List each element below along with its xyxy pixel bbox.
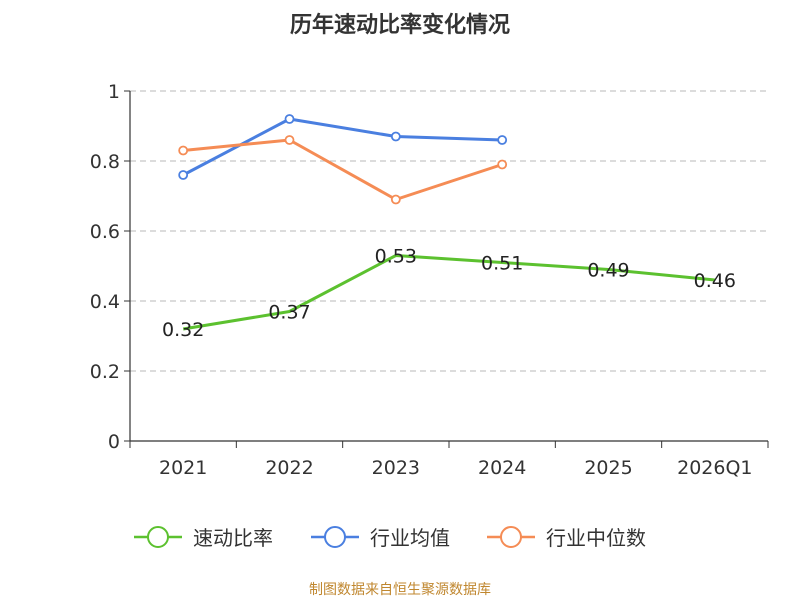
series-line-2	[182, 117, 503, 177]
data-label: 0.53	[375, 246, 417, 268]
legend-item-3[interactable]: 行业中位数	[487, 526, 646, 550]
data-label: 0.51	[481, 253, 523, 275]
data-label: 0.32	[162, 319, 204, 341]
y-tick-label: 1	[108, 81, 120, 103]
series	[178, 114, 715, 331]
axes: 0 0.2 0.4 0.6 0.8 1 2021 2022 2023 2024 2025 2026Q1	[90, 81, 769, 479]
legend-item-1[interactable]: 速动比率	[134, 526, 273, 550]
y-tick-label: 0.8	[90, 151, 120, 173]
legend-marker	[324, 526, 346, 548]
x-tick-label: 2022	[265, 457, 313, 479]
y-tick-label: 0	[108, 431, 120, 453]
legend-label: 行业中位数	[546, 526, 646, 550]
data-labels: 0.32 0.37 0.53 0.51 0.49 0.46	[162, 246, 736, 342]
y-tick-label: 0.4	[90, 291, 120, 313]
legend[interactable]: 速动比率 行业均值 行业中位数	[134, 526, 646, 550]
series-marker-3	[497, 159, 508, 170]
data-label: 0.37	[268, 302, 310, 324]
legend-marker	[500, 526, 522, 548]
series-line-3	[183, 138, 503, 201]
legend-label: 速动比率	[193, 526, 273, 550]
series-marker-3	[284, 135, 295, 145]
x-tick-label: 2026Q1	[677, 457, 752, 479]
series-marker-2	[284, 114, 295, 124]
series-marker-2	[390, 131, 401, 142]
y-tick-label: 0.6	[90, 221, 120, 243]
x-tick-label: 2021	[159, 457, 207, 479]
x-tick-label: 2025	[584, 457, 632, 479]
series-marker-2	[497, 135, 508, 145]
x-tick-label: 2023	[372, 457, 420, 479]
series-marker-3	[178, 145, 189, 156]
x-tick-label: 2024	[478, 457, 526, 479]
legend-marker	[147, 526, 169, 548]
y-tick-label: 0.2	[90, 361, 120, 383]
grid	[130, 90, 768, 372]
source-note: 制图数据来自恒生聚源数据库	[309, 582, 491, 598]
legend-item-2[interactable]: 行业均值	[311, 526, 450, 550]
data-label: 0.46	[694, 270, 736, 292]
series-marker-3	[390, 194, 401, 205]
legend-label: 行业均值	[370, 526, 450, 550]
series-marker-2	[178, 170, 189, 180]
series-line-1	[182, 254, 715, 331]
data-label: 0.49	[587, 260, 629, 282]
chart-title: 历年速动比率变化情况	[290, 12, 510, 38]
